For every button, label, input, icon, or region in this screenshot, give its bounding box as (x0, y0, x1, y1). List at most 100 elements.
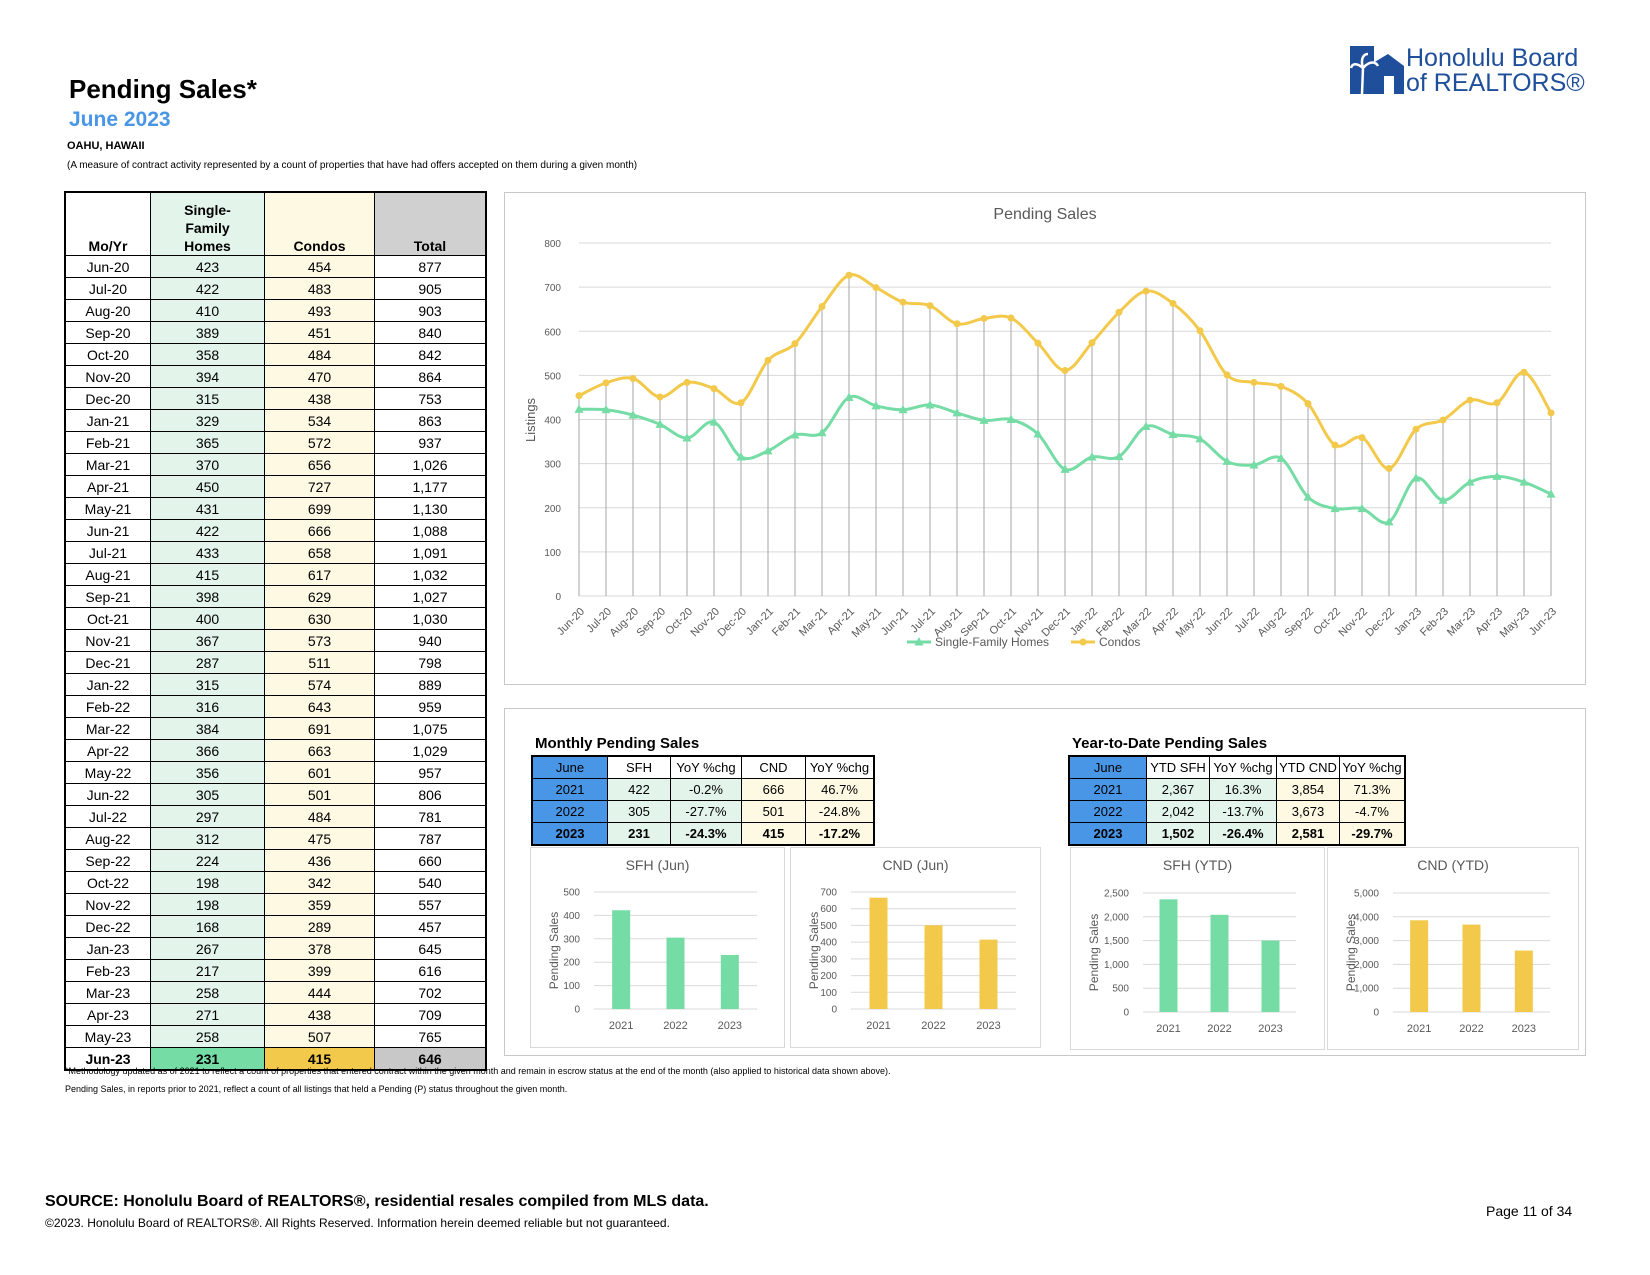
summary-header-cell: YTD SFH (1146, 755, 1210, 779)
cell-total: 660 (374, 849, 487, 872)
x-tick-label: Jan-22 (1068, 606, 1100, 638)
x-tick-label: 2021 (609, 1020, 633, 1032)
y-tick-label: 3,000 (1354, 936, 1379, 947)
y-tick-label: 200 (563, 958, 580, 969)
cell-month: Jun-22 (64, 783, 151, 806)
data-point-sfh (709, 417, 719, 426)
cell-sfh: 367 (150, 629, 265, 652)
y-tick-label: 0 (1373, 1008, 1379, 1019)
data-point-sfh (1492, 471, 1502, 480)
cell-condos: 451 (264, 321, 375, 344)
cell-total: 781 (374, 805, 487, 828)
cell-total: 864 (374, 365, 487, 388)
y-tick-label: 0 (555, 592, 561, 603)
cell-condos: 658 (264, 541, 375, 564)
data-point-condo (1061, 367, 1069, 375)
cell-sfh: 356 (150, 761, 265, 784)
data-point-condo (1466, 396, 1474, 404)
bar (869, 897, 888, 1009)
table-row: Aug-21 415 617 1,032 (64, 563, 487, 586)
data-point-sfh (898, 404, 908, 414)
cell-month: Apr-23 (64, 1003, 151, 1026)
table-row: Mar-21 370 656 1,026 (64, 453, 487, 476)
data-point-condo (1385, 464, 1393, 472)
cnd-ytd-chart: CND (YTD) 0 1,000 2,000 3,000 4,000 5,000 Pendi… (1344, 857, 1550, 1035)
data-point-condo (953, 320, 961, 328)
header-total: Total (374, 191, 487, 256)
cell-total: 959 (374, 695, 487, 718)
cell-total: 1,032 (374, 563, 487, 586)
summary-cell: 46.7% (805, 778, 875, 801)
table-row: Jun-23 231 415 646 (64, 1047, 487, 1071)
bar (979, 939, 998, 1009)
summary-cell: 415 (741, 822, 806, 846)
cell-total: 1,075 (374, 717, 487, 740)
data-point-sfh (1303, 492, 1313, 501)
y-axis-title: Listings (523, 397, 538, 442)
cell-condos: 359 (264, 893, 375, 916)
data-point-condo (1439, 416, 1447, 424)
summary-cell: 2021 (1068, 778, 1147, 801)
y-tick-label: 600 (544, 327, 561, 338)
cell-condos: 454 (264, 255, 375, 278)
cell-condos: 630 (264, 607, 375, 630)
mini-chart-frame-sfh-ytd: SFH (YTD) 0 500 1,000 1,500 2,000 2,500 Pending… (1070, 847, 1325, 1050)
cell-sfh: 366 (150, 739, 265, 762)
logo-text-line2: of REALTORS® (1406, 69, 1585, 97)
copyright-text: ©2023. Honolulu Board of REALTORS®. All … (45, 1216, 670, 1230)
cell-total: 877 (374, 255, 487, 278)
data-point-sfh (790, 429, 800, 439)
table-row: May-23 258 507 765 (64, 1025, 487, 1048)
cell-condos: 643 (264, 695, 375, 718)
summary-cell: 2023 (1068, 822, 1147, 846)
data-point-sfh (1006, 414, 1016, 423)
x-tick-label: Sep-20 (635, 606, 669, 640)
x-tick-label: Jan-21 (744, 606, 776, 638)
ytd-title: Year-to-Date Pending Sales (1072, 735, 1268, 752)
table-header-row: Mo/Yr Single-Family Homes Condos Total (64, 191, 487, 256)
data-point-sfh (628, 410, 638, 419)
data-point-condo (926, 302, 934, 310)
cell-sfh: 258 (150, 981, 265, 1004)
table-row: Aug-20 410 493 903 (64, 299, 487, 322)
summary-cell: 1,502 (1146, 822, 1210, 846)
table-row: May-22 356 601 957 (64, 761, 487, 784)
cell-condos: 501 (264, 783, 375, 806)
cell-total: 1,091 (374, 541, 487, 564)
cell-month: Jan-21 (64, 409, 151, 432)
table-row: Mar-23 258 444 702 (64, 981, 487, 1004)
cell-total: 937 (374, 431, 487, 454)
data-point-sfh (682, 433, 692, 442)
table-row: Sep-20 389 451 840 (64, 321, 487, 344)
table-row: Jul-21 433 658 1,091 (64, 541, 487, 564)
table-row: Apr-22 366 663 1,029 (64, 739, 487, 762)
x-tick-label: 2021 (1156, 1023, 1180, 1035)
cell-sfh: 398 (150, 585, 265, 608)
x-tick-label: Feb-21 (770, 606, 803, 639)
x-tick-label: Nov-20 (689, 606, 723, 640)
cell-sfh: 258 (150, 1025, 265, 1048)
data-point-sfh (655, 419, 665, 428)
table-row: Aug-22 312 475 787 (64, 827, 487, 850)
x-tick-label: Aug-20 (608, 606, 642, 640)
cell-condos: 475 (264, 827, 375, 850)
data-point-condo (683, 378, 691, 386)
y-tick-label: 0 (1123, 1008, 1129, 1019)
cell-sfh: 389 (150, 321, 265, 344)
x-tick-label: Mar-22 (1121, 606, 1154, 639)
cell-sfh: 168 (150, 915, 265, 938)
table-row: Oct-22 198 342 540 (64, 871, 487, 894)
line-chart-title: Pending Sales (993, 206, 1096, 223)
data-point-condo (1277, 382, 1285, 390)
table-row: Jan-21 329 534 863 (64, 409, 487, 432)
x-tick-label: Jun-20 (555, 606, 587, 638)
data-point-sfh (1249, 459, 1259, 469)
summary-cell: 2022 (1068, 800, 1147, 823)
bar (1210, 914, 1229, 1012)
data-point-condo (1115, 308, 1123, 316)
ytd-table: June YTD SFH YoY %chg YTD CND YoY %chg 2021 2,… (1068, 755, 1406, 846)
cell-sfh: 305 (150, 783, 265, 806)
summary-header-cell: June (1068, 755, 1147, 779)
footnote-methodology: *Methodology updated as of 2021 to refle… (65, 1066, 891, 1076)
cell-month: Dec-20 (64, 387, 151, 410)
